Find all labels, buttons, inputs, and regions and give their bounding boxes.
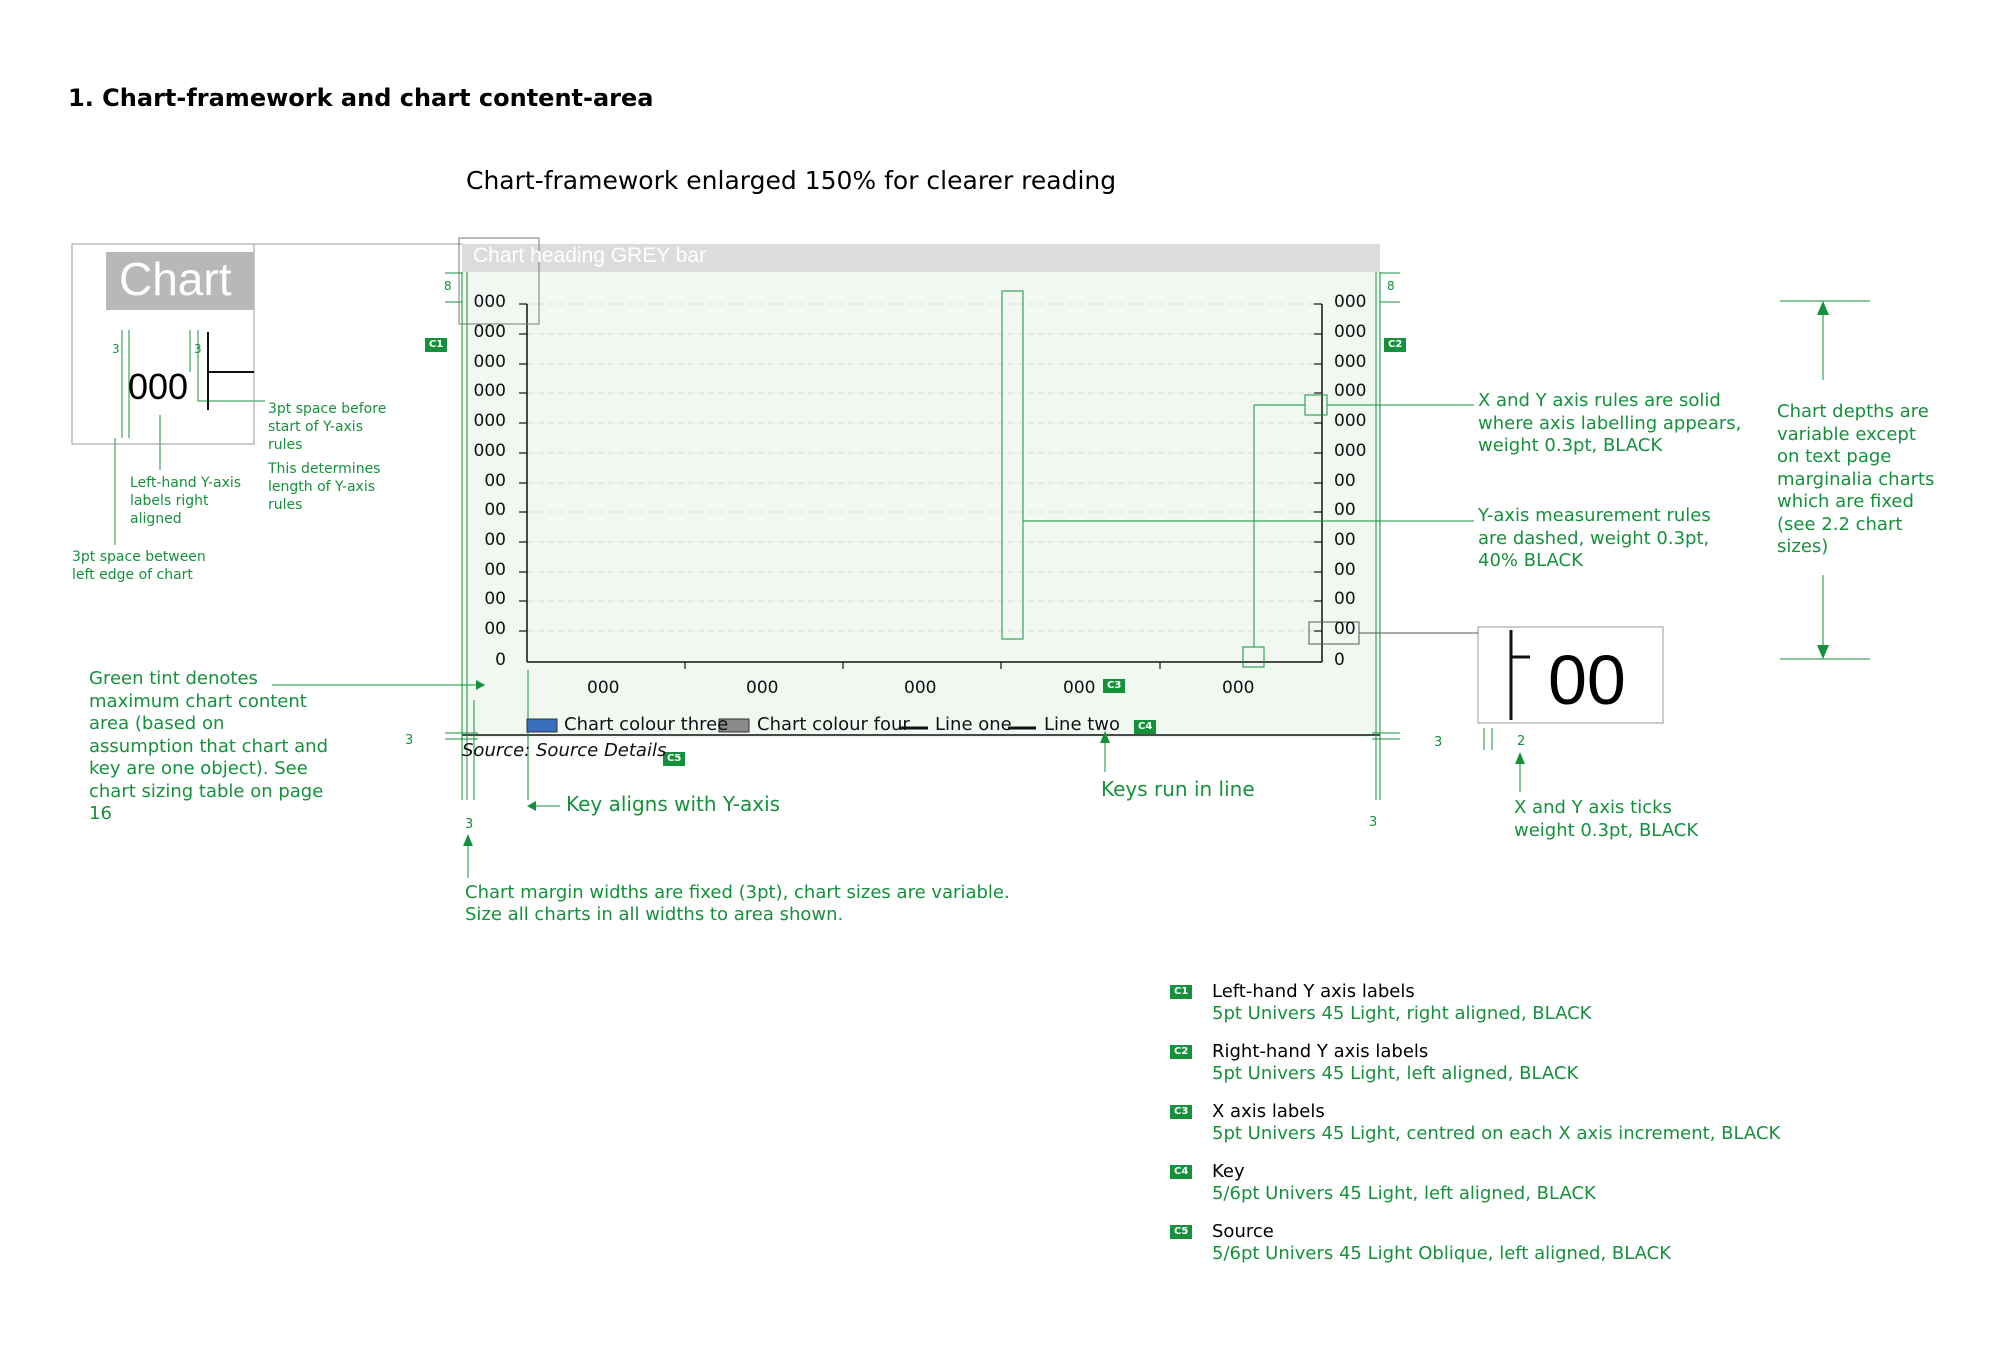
key-badge: C5 <box>1170 1225 1193 1239</box>
badge-c5: C5 <box>663 752 686 766</box>
note-y-measure: Y-axis measurement rules are dashed, wei… <box>1478 505 1711 571</box>
note-determines: This determines length of Y-axis rules <box>268 461 381 513</box>
margin-3-bottom-left: 3 <box>465 817 474 832</box>
legend-item-2: Chart colour four <box>757 714 910 735</box>
right-y-label: 0 <box>1334 650 1345 670</box>
left-y-label: 000 <box>473 292 506 312</box>
left-y-label: 00 <box>484 589 506 609</box>
legend-item-3: Line one <box>935 714 1012 735</box>
key-spec: 5/6pt Univers 45 Light Oblique, left ali… <box>1212 1243 1672 1264</box>
source-text: Source: Source Details <box>462 740 667 761</box>
key-title: Left-hand Y axis labels <box>1212 981 1415 1002</box>
tick-zoom-value: 00 <box>1548 641 1626 719</box>
note-xy-rules: X and Y axis rules are solid where axis … <box>1478 390 1742 456</box>
key-badge: C2 <box>1170 1045 1193 1059</box>
right-y-label: 00 <box>1334 589 1356 609</box>
inset-margin-3b: 3 <box>194 342 202 356</box>
left-y-label: 000 <box>473 441 506 461</box>
left-y-label: 000 <box>473 381 506 401</box>
note-depths: Chart depths are variable except on text… <box>1777 401 1935 557</box>
legend-item-1: Chart colour three <box>564 714 729 735</box>
note-size-all: Size all charts in all widths to area sh… <box>465 904 844 925</box>
key-title: Key <box>1212 1161 1245 1182</box>
note-keys-run: Keys run in line <box>1101 777 1255 801</box>
key-spec: 5pt Univers 45 Light, centred on each X … <box>1212 1123 1781 1144</box>
margin-2-tick: 2 <box>1517 734 1526 749</box>
key-badge: C3 <box>1170 1105 1193 1119</box>
badge-c1: C1 <box>425 338 448 352</box>
right-y-label: 00 <box>1334 560 1356 580</box>
key-badge: C4 <box>1170 1165 1193 1179</box>
left-y-label: 000 <box>473 322 506 342</box>
right-y-label: 00 <box>1334 500 1356 520</box>
key-title: Source <box>1212 1221 1274 1242</box>
margin-8-right: 8 <box>1387 279 1395 293</box>
key-badge: C1 <box>1170 985 1193 999</box>
right-y-label: 000 <box>1334 381 1367 401</box>
right-y-label: 00 <box>1334 471 1356 491</box>
margin-3-bottom-right: 3 <box>1369 815 1378 830</box>
left-y-label: 00 <box>484 530 506 550</box>
badge-c2: C2 <box>1384 338 1407 352</box>
x-axis-label: 000 <box>587 678 620 698</box>
note-key-aligns: Key aligns with Y-axis <box>566 792 781 816</box>
note-margin-widths: Chart margin widths are fixed (3pt), cha… <box>465 882 1010 903</box>
x-axis-label: 000 <box>904 678 937 698</box>
x-axis-label: 000 <box>1063 678 1096 698</box>
margin-8-left: 8 <box>444 279 452 293</box>
inset-chart-word: Chart <box>119 253 232 305</box>
chart-heading: Chart heading GREY bar <box>473 244 707 267</box>
section-title: 1. Chart-framework and chart content-are… <box>68 84 654 112</box>
left-y-label: 000 <box>473 411 506 431</box>
key-spec: 5/6pt Univers 45 Light, left aligned, BL… <box>1212 1183 1596 1204</box>
key-title: Right-hand Y axis labels <box>1212 1041 1429 1062</box>
right-y-label: 000 <box>1334 322 1367 342</box>
left-y-label: 00 <box>484 619 506 639</box>
left-y-label: 0 <box>495 650 506 670</box>
right-y-label: 000 <box>1334 352 1367 372</box>
right-y-label: 000 <box>1334 441 1367 461</box>
key-spec: 5pt Univers 45 Light, right aligned, BLA… <box>1212 1003 1592 1024</box>
framework-caption: Chart-framework enlarged 150% for cleare… <box>466 166 1117 195</box>
x-axis-label: 000 <box>746 678 779 698</box>
inset-margin-3a: 3 <box>112 342 120 356</box>
note-ticks: X and Y axis ticks weight 0.3pt, BLACK <box>1514 797 1699 841</box>
key-spec: 5pt Univers 45 Light, left aligned, BLAC… <box>1212 1063 1579 1084</box>
badge-c3: C3 <box>1103 679 1126 693</box>
note-left-hand: Left-hand Y-axis labels right aligned <box>130 475 242 527</box>
left-y-label: 000 <box>473 352 506 372</box>
right-y-label: 00 <box>1334 619 1356 639</box>
legend-item-4: Line two <box>1044 714 1121 735</box>
margin-3-right: 3 <box>1434 735 1443 750</box>
badge-c4: C4 <box>1134 720 1157 734</box>
key-title: X axis labels <box>1212 1101 1325 1122</box>
left-y-label: 00 <box>484 471 506 491</box>
note-space-between: 3pt space between left edge of chart <box>72 549 206 583</box>
left-y-label: 00 <box>484 500 506 520</box>
right-y-label: 00 <box>1334 530 1356 550</box>
right-y-label: 000 <box>1334 411 1367 431</box>
note-green-tint: Green tint denotes maximum chart content… <box>89 668 329 824</box>
note-space-before: 3pt space before start of Y-axis rules <box>268 401 387 453</box>
margin-3-left: 3 <box>405 733 414 748</box>
right-y-label: 000 <box>1334 292 1367 312</box>
inset-value: 000 <box>128 366 189 407</box>
x-axis-label: 000 <box>1222 678 1255 698</box>
left-y-label: 00 <box>484 560 506 580</box>
